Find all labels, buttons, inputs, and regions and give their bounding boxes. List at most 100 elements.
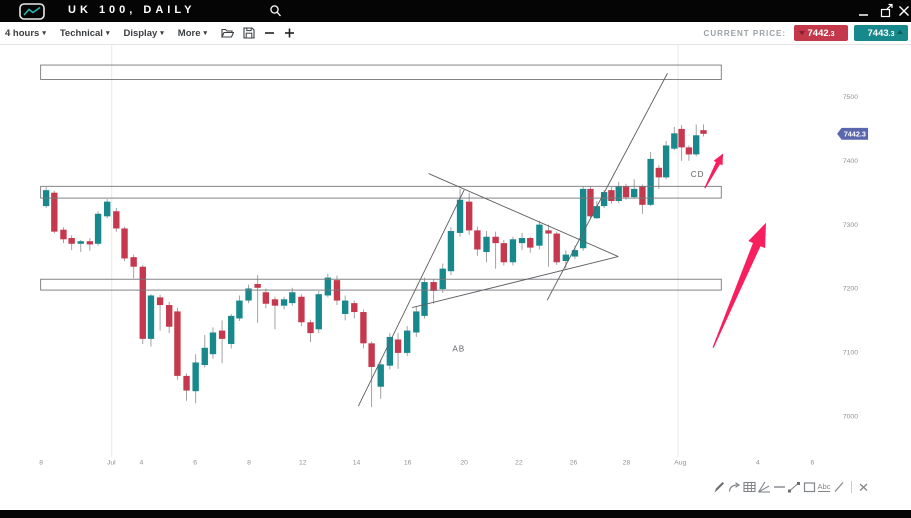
chart-area[interactable]: AB CD 7500 7400 7300 7200 7100 7000 8 Jul 4 6 8 12 14 1… xyxy=(0,45,911,510)
support-zone xyxy=(40,278,722,291)
x-axis-tick: Aug xyxy=(674,459,686,466)
candle xyxy=(307,322,314,334)
drawing-toolbar: Abc xyxy=(712,477,871,497)
minimize-button[interactable] xyxy=(857,2,871,20)
display-dropdown-label: Display xyxy=(123,27,158,39)
trendline xyxy=(428,173,619,257)
upper-resistance-zone xyxy=(40,64,722,80)
close-button[interactable] xyxy=(897,2,911,20)
close-toolbar-icon[interactable] xyxy=(856,478,870,496)
candle xyxy=(280,299,288,306)
more-dropdown[interactable]: More ▾ xyxy=(178,28,207,39)
bullish-arrow xyxy=(704,153,724,189)
diagonal-line-tool[interactable] xyxy=(832,478,846,496)
zoom-in-icon[interactable] xyxy=(284,27,295,39)
text-tool[interactable]: Abc xyxy=(817,478,831,496)
candle xyxy=(254,283,261,288)
chevron-down-icon: ▾ xyxy=(160,30,164,37)
save-icon[interactable] xyxy=(243,27,255,39)
candle xyxy=(121,228,128,259)
candle xyxy=(447,231,455,272)
candle xyxy=(86,241,94,245)
grid-tool[interactable] xyxy=(742,478,756,496)
candle xyxy=(536,224,543,246)
chevron-down-icon: ▾ xyxy=(105,30,110,37)
candle xyxy=(571,250,579,257)
candle xyxy=(341,300,349,314)
pointer-tool[interactable] xyxy=(712,478,726,496)
technical-dropdown[interactable]: Technical ▾ xyxy=(60,28,110,39)
trend-angles-tool[interactable] xyxy=(757,478,771,496)
candle xyxy=(647,158,654,205)
candle xyxy=(94,213,102,244)
candle xyxy=(289,292,296,304)
candle xyxy=(587,188,594,217)
candle xyxy=(351,303,358,313)
candle xyxy=(593,206,601,219)
text-tool-label: Abc xyxy=(817,481,831,492)
display-dropdown[interactable]: Display ▾ xyxy=(123,28,163,39)
svg-text:7442.3: 7442.3 xyxy=(844,129,866,138)
candle xyxy=(394,339,402,353)
candle xyxy=(245,288,252,301)
search-icon[interactable] xyxy=(268,3,283,24)
candle xyxy=(700,130,707,134)
open-folder-icon[interactable] xyxy=(221,27,234,39)
candle xyxy=(492,236,499,244)
candle xyxy=(474,230,481,250)
buy-price-button[interactable]: 7443.3 xyxy=(854,25,908,41)
pattern-labels: AB CD xyxy=(452,170,705,353)
title-bar: UK 100, DAILY xyxy=(0,0,911,22)
y-axis: 7500 7400 7300 7200 7100 7000 xyxy=(843,94,858,420)
candle xyxy=(271,299,279,306)
candle xyxy=(298,296,305,323)
trendline xyxy=(412,256,619,309)
candle xyxy=(600,192,608,207)
candle xyxy=(113,211,120,229)
candle xyxy=(430,282,437,291)
candle xyxy=(183,375,190,391)
sell-price-button[interactable]: 7442.3 xyxy=(794,25,848,41)
candle xyxy=(377,364,384,387)
zoom-out-icon[interactable] xyxy=(264,27,275,39)
candle xyxy=(228,315,235,344)
candle xyxy=(509,239,517,263)
timeframe-dropdown[interactable]: 4 hours ▾ xyxy=(5,28,46,39)
curved-arrow-tool[interactable] xyxy=(727,478,741,496)
pattern-label: CD xyxy=(691,170,705,179)
sell-price-dec: .3 xyxy=(828,30,835,38)
trendlines xyxy=(357,73,668,407)
candle xyxy=(693,135,700,155)
candle xyxy=(77,241,84,244)
candle xyxy=(386,336,394,366)
y-axis-tick: 7300 xyxy=(843,222,858,229)
buy-price-int: 7443 xyxy=(867,27,889,39)
price-zones xyxy=(40,64,722,291)
candle xyxy=(262,292,270,304)
chevron-down-icon: ▾ xyxy=(203,30,207,37)
candle xyxy=(518,238,526,244)
candle xyxy=(413,311,420,333)
toolbar-divider xyxy=(851,481,852,493)
candle xyxy=(60,229,67,240)
technical-dropdown-label: Technical xyxy=(59,27,103,39)
candle xyxy=(51,192,58,232)
price-chart[interactable]: AB CD 7500 7400 7300 7200 7100 7000 8 Jul 4 6 8 12 14 1… xyxy=(0,45,911,510)
candle xyxy=(527,238,534,248)
candle xyxy=(421,282,428,316)
candle xyxy=(192,362,199,392)
restore-window-button[interactable] xyxy=(879,2,895,20)
candle xyxy=(631,188,638,198)
x-axis-tick: 16 xyxy=(404,459,412,466)
rectangle-tool[interactable] xyxy=(802,478,816,496)
candle xyxy=(483,236,490,253)
annotation-arrows xyxy=(704,153,766,348)
trend-segment-tool[interactable] xyxy=(787,478,801,496)
candle xyxy=(218,330,226,339)
candle xyxy=(403,330,411,353)
symbol-title: UK 100, DAILY xyxy=(68,4,196,16)
candle xyxy=(579,188,587,249)
candle xyxy=(156,297,164,306)
horizontal-line-tool[interactable] xyxy=(772,478,786,496)
